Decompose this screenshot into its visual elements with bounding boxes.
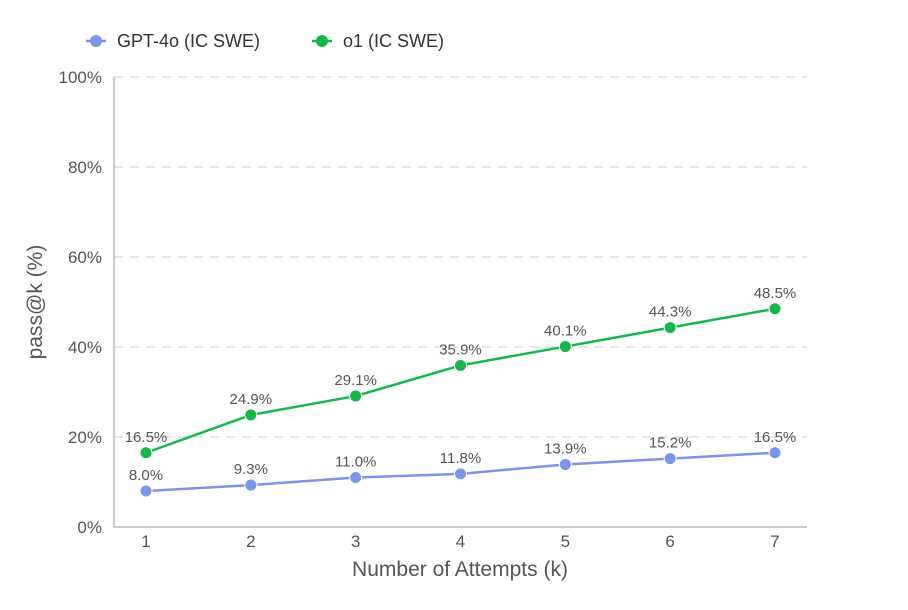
y-axis-title: pass@k (%) bbox=[24, 245, 47, 360]
grid-lines bbox=[114, 76, 807, 438]
data-point[interactable] bbox=[349, 389, 363, 403]
series-group: 8.0% 9.3% 11.0% 11.8% 13.9% 15.2% 16.5% 16.5% 24… bbox=[125, 285, 797, 498]
series-1: 8.0% 9.3% 11.0% 11.8% 13.9% 15.2% 16.5% bbox=[129, 429, 797, 498]
legend[interactable]: GPT-4o (IC SWE) o1 (IC SWE) bbox=[86, 31, 444, 51]
legend-label: o1 (IC SWE) bbox=[343, 31, 444, 51]
data-point[interactable] bbox=[768, 302, 782, 316]
data-label: 29.1% bbox=[334, 372, 377, 389]
x-tick-label: 5 bbox=[561, 532, 570, 551]
data-label: 44.3% bbox=[649, 304, 692, 321]
y-tick-label: 100% bbox=[59, 68, 102, 87]
series-line bbox=[145, 307, 776, 454]
data-point[interactable] bbox=[663, 321, 677, 335]
x-tick-label: 2 bbox=[246, 532, 255, 551]
data-label: 11.8% bbox=[440, 450, 481, 467]
data-label: 9.3% bbox=[234, 461, 268, 478]
y-tick-label: 80% bbox=[68, 158, 102, 177]
legend-marker bbox=[316, 35, 328, 47]
data-point[interactable] bbox=[454, 358, 467, 372]
legend-label: GPT-4o (IC SWE) bbox=[117, 31, 260, 51]
data-point[interactable] bbox=[244, 478, 258, 492]
data-point[interactable] bbox=[139, 446, 153, 460]
data-point[interactable] bbox=[768, 446, 782, 460]
series-2: 16.5% 24.9% 29.1% 35.9% 40.1% 44.3% 48.5% bbox=[125, 285, 797, 460]
y-tick-label: 60% bbox=[68, 248, 102, 267]
x-tick-label: 1 bbox=[141, 532, 150, 551]
data-label: 16.5% bbox=[125, 429, 168, 446]
data-label: 13.9% bbox=[544, 440, 587, 457]
y-tick-label: 20% bbox=[68, 428, 102, 447]
legend-item[interactable]: o1 (IC SWE) bbox=[312, 31, 444, 51]
y-tick-label: 0% bbox=[77, 518, 102, 537]
y-tick-labels: 0% 20% 40% 60% 80% 100% bbox=[59, 68, 102, 537]
data-label: 11.0% bbox=[335, 454, 376, 471]
data-point[interactable] bbox=[558, 340, 572, 354]
x-tick-label: 4 bbox=[456, 532, 465, 551]
x-axis-title: Number of Attempts (k) bbox=[352, 558, 568, 581]
data-point[interactable] bbox=[558, 457, 572, 471]
data-label: 8.0% bbox=[129, 467, 163, 484]
x-tick-label: 3 bbox=[351, 532, 360, 551]
y-tick-label: 40% bbox=[68, 338, 102, 357]
data-label: 48.5% bbox=[754, 285, 797, 302]
data-point[interactable] bbox=[454, 467, 467, 481]
data-label: 15.2% bbox=[649, 435, 692, 452]
x-tick-label: 6 bbox=[665, 532, 674, 551]
legend-marker bbox=[90, 35, 102, 47]
x-tick-labels: 1 2 3 4 5 6 7 bbox=[141, 532, 779, 551]
data-point[interactable] bbox=[244, 408, 258, 422]
legend-item[interactable]: GPT-4o (IC SWE) bbox=[86, 31, 260, 51]
data-label: 16.5% bbox=[754, 429, 797, 446]
axes bbox=[113, 77, 807, 528]
x-tick-label: 7 bbox=[770, 532, 779, 551]
data-label: 24.9% bbox=[230, 391, 273, 408]
data-label: 40.1% bbox=[544, 323, 587, 340]
data-point[interactable] bbox=[349, 471, 363, 484]
data-point[interactable] bbox=[139, 484, 153, 498]
data-label: 35.9% bbox=[439, 341, 482, 358]
data-point[interactable] bbox=[663, 452, 677, 466]
